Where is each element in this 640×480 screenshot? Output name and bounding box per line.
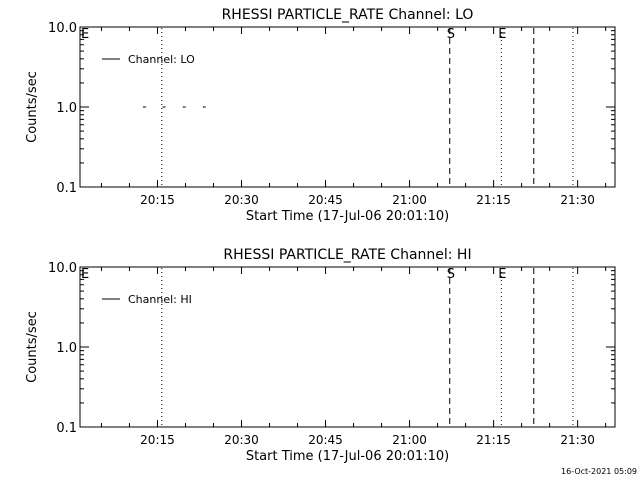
panel2-ytick-label-1: 1.0 bbox=[56, 341, 77, 356]
panel1-event-marker-label-3: E bbox=[498, 27, 506, 42]
panel2-event-marker-label-0: E bbox=[81, 267, 89, 282]
panel1-legend-label: Channel: LO bbox=[128, 53, 195, 66]
panel2-title: RHESSI PARTICLE_RATE Channel: HI bbox=[223, 247, 471, 263]
panel1-xtick-label-3: 21:00 bbox=[392, 193, 427, 207]
panel2-xtick-label-2: 20:45 bbox=[308, 433, 343, 447]
panel2-y-axis-label: Counts/sec bbox=[25, 311, 40, 383]
panel2-legend-label: Channel: HI bbox=[128, 293, 192, 306]
panel2-xtick-label-3: 21:00 bbox=[392, 433, 427, 447]
panel2-xtick-label-1: 20:30 bbox=[224, 433, 259, 447]
panel2-xtick-label-4: 21:15 bbox=[476, 433, 511, 447]
panel1-title: RHESSI PARTICLE_RATE Channel: LO bbox=[222, 7, 474, 23]
panel1-plot-frame bbox=[79, 26, 616, 188]
panel1-x-axis-label: Start Time (17-Jul-06 20:01:10) bbox=[246, 209, 449, 224]
panel1-xtick-label-4: 21:15 bbox=[476, 193, 511, 207]
panel1-ytick-label-2: 10.0 bbox=[48, 21, 77, 36]
panel1-event-marker-label-0: E bbox=[81, 27, 89, 42]
panel2-xtick-label-0: 20:15 bbox=[140, 433, 175, 447]
panel2-x-axis-label: Start Time (17-Jul-06 20:01:10) bbox=[246, 449, 449, 464]
panel1-xtick-label-2: 20:45 bbox=[308, 193, 343, 207]
panel1-event-marker-label-2: S bbox=[447, 27, 455, 42]
panel2-ytick-label-2: 10.0 bbox=[48, 261, 77, 276]
footer-timestamp: 16-Oct-2021 05:09 bbox=[561, 467, 637, 476]
panel1-y-axis-label: Counts/sec bbox=[25, 71, 40, 143]
panel1-xtick-label-1: 20:30 bbox=[224, 193, 259, 207]
panel1-xtick-label-5: 21:30 bbox=[560, 193, 595, 207]
panel2-xtick-label-5: 21:30 bbox=[560, 433, 595, 447]
panel2-event-marker-label-3: E bbox=[498, 267, 506, 282]
panel2-plot-frame bbox=[79, 266, 616, 428]
panel2-event-marker-label-2: S bbox=[447, 267, 455, 282]
panel1-xtick-label-0: 20:15 bbox=[140, 193, 175, 207]
panel1-ytick-label-0: 0.1 bbox=[56, 181, 77, 196]
panel1-ytick-label-1: 1.0 bbox=[56, 101, 77, 116]
panel2-ytick-label-0: 0.1 bbox=[56, 421, 77, 436]
